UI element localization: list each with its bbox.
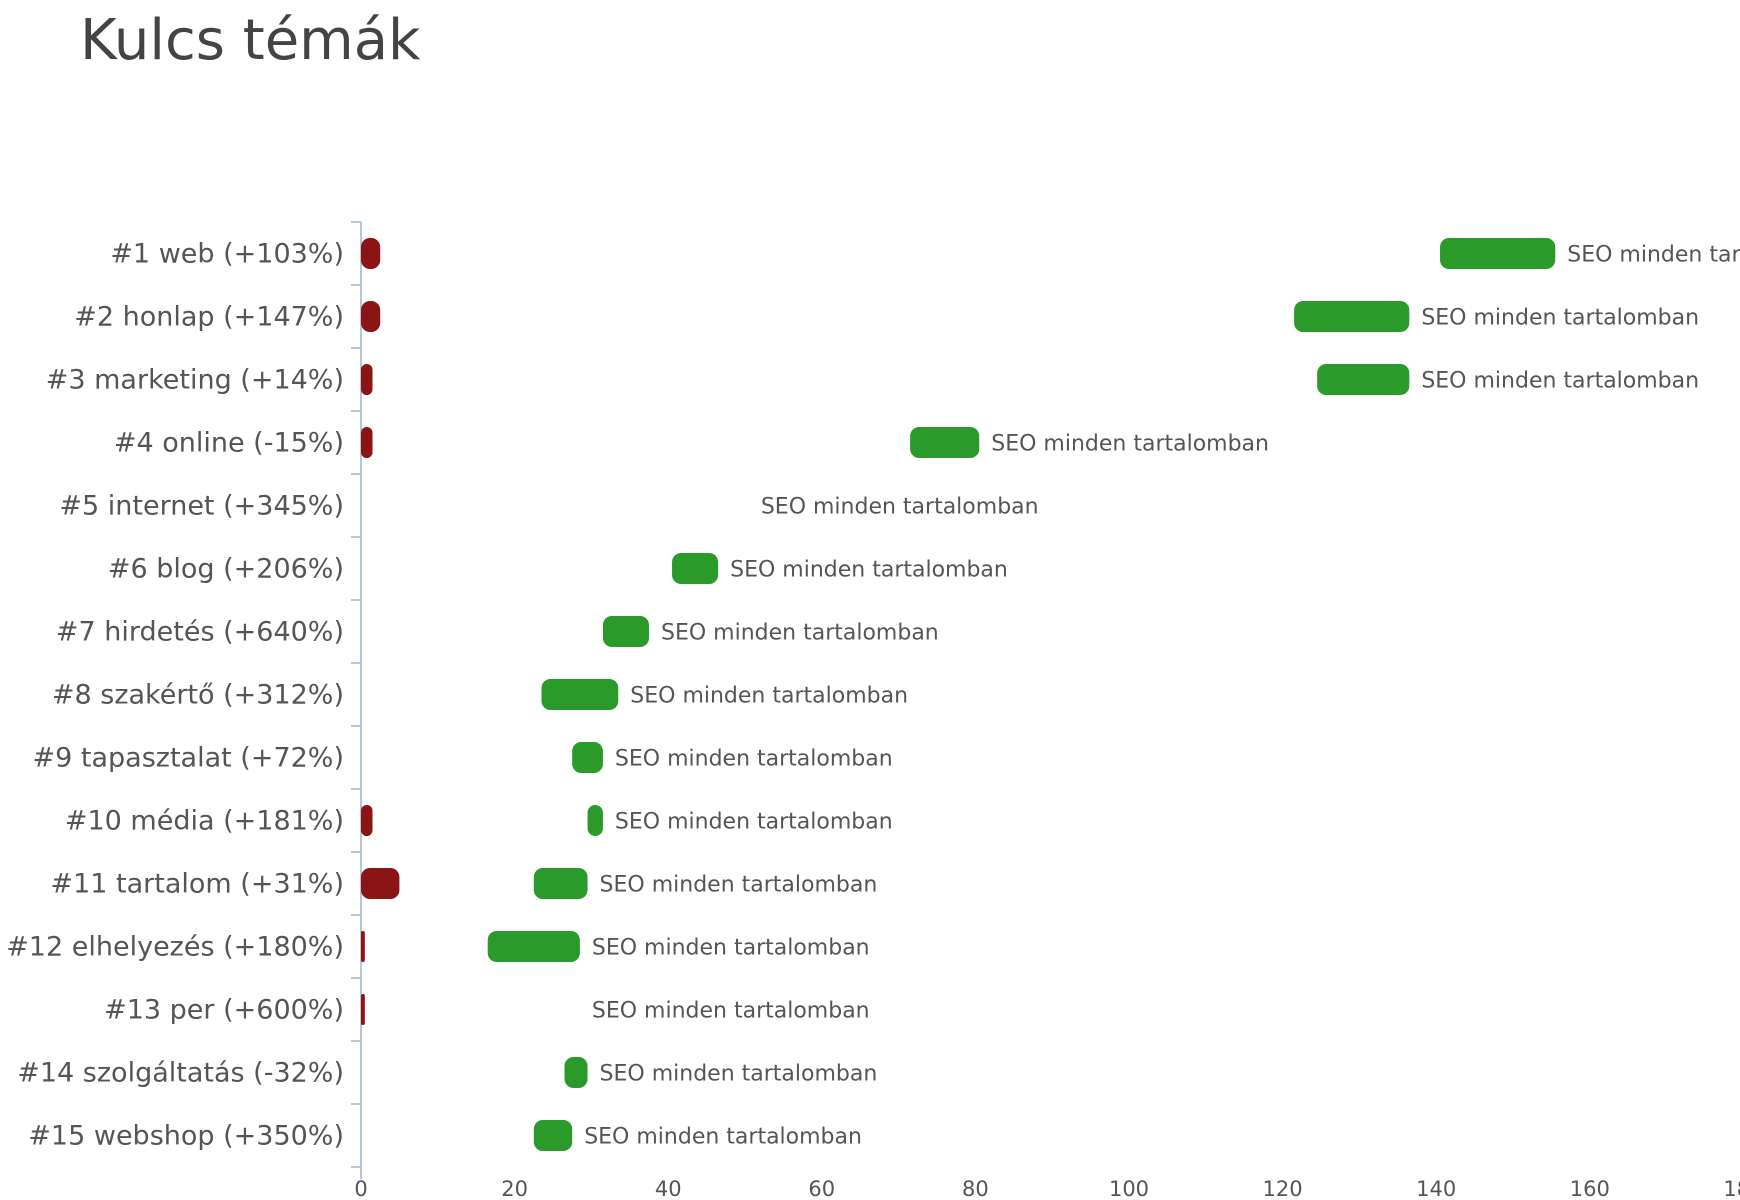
x-tick-label: 160 [1570,1177,1610,1200]
bar [587,805,603,836]
x-tick-label: 40 [655,1177,682,1200]
data-label: SEO minden tartalomban [600,873,878,898]
data-label: SEO minden tartalomban [761,495,1039,520]
data-label: SEO minden tartalomban [1567,243,1740,268]
x-tick-label: 80 [962,1177,989,1200]
data-label: SEO minden tartalomban [1421,369,1699,394]
data-label: SEO minden tartalomban [592,999,870,1024]
x-tick-label: 180 [1723,1177,1740,1200]
x-tick-label: 60 [808,1177,835,1200]
bar [361,994,365,1025]
bar [487,931,580,962]
category-label: #7 hirdetés (+640%) [56,617,344,648]
category-label: #10 média (+181%) [65,806,344,837]
data-label: SEO minden tartalomban [630,684,908,709]
data-labels: SEO minden tartalomban SEO minden tartalo… [584,243,1740,1150]
category-label: #3 marketing (+14%) [46,365,344,396]
x-tick-label: 0 [354,1177,367,1200]
category-labels: #1 web (+103%) #2 honlap (+147%) #3 market… [6,239,344,1152]
category-label: #11 tartalom (+31%) [50,869,344,900]
category-label: #5 internet (+345%) [59,491,344,522]
category-label: #15 webshop (+350%) [28,1121,344,1152]
bar [564,1057,588,1088]
x-tick-label: 140 [1416,1177,1456,1200]
category-label: #1 web (+103%) [110,239,344,270]
chart-title: Kulcs témák [80,8,421,73]
bar [602,616,649,647]
category-label: #4 online (-15%) [114,428,344,459]
y-axis [351,221,362,1179]
bar [361,931,365,962]
bar [672,553,719,584]
category-label: #9 tapasztalat (+72%) [33,743,345,774]
data-label: SEO minden tartalomban [1421,306,1699,331]
x-tick-label: 100 [1109,1177,1149,1200]
data-label: SEO minden tartalomban [730,558,1008,583]
bar [910,427,980,458]
bar [361,238,381,269]
x-tick-label: 20 [501,1177,528,1200]
bars [361,238,1556,1151]
bar [361,805,373,836]
bar [541,679,619,710]
category-label: #13 per (+600%) [104,995,344,1026]
bar [1440,238,1556,269]
data-label: SEO minden tartalomban [584,1125,862,1150]
x-tick-label: 120 [1263,1177,1303,1200]
data-label: SEO minden tartalomban [615,747,893,772]
data-label: SEO minden tartalomban [991,432,1269,457]
data-label: SEO minden tartalomban [600,1062,878,1087]
bar [533,868,588,899]
data-label: SEO minden tartalomban [615,810,893,835]
category-label: #2 honlap (+147%) [74,302,344,333]
data-label: SEO minden tartalomban [661,621,939,646]
category-label: #6 blog (+206%) [108,554,344,585]
bar [572,742,603,773]
bar [361,364,373,395]
bar [361,301,381,332]
bar [1294,301,1410,332]
data-label: SEO minden tartalomban [592,936,870,961]
category-label: #8 szakértő (+312%) [52,680,344,711]
bar [361,868,400,899]
bar [1317,364,1410,395]
category-label: #14 szolgáltatás (-32%) [17,1058,344,1089]
bar [533,1120,573,1151]
category-label: #12 elhelyezés (+180%) [6,932,344,963]
bar [361,427,373,458]
x-axis-tick-labels: 0 20 40 60 80 100 120 140 160 180 [354,1177,1740,1200]
